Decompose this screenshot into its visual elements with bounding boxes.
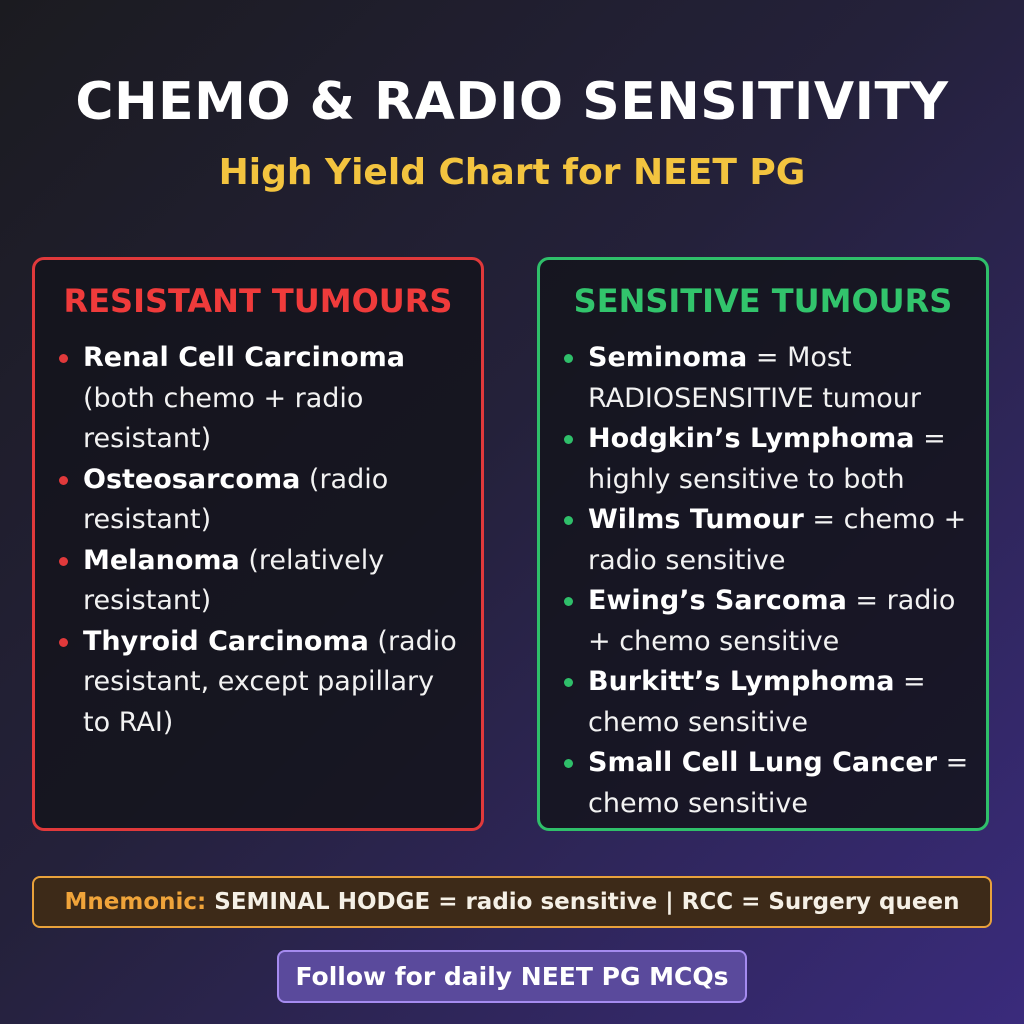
list-item: Ewing’s Sarcoma = radio + chemo sensitiv… bbox=[564, 581, 972, 662]
item-name: Small Cell Lung Cancer bbox=[588, 747, 938, 778]
item-detail: (radio resistant) bbox=[83, 463, 389, 536]
list-item: Thyroid Carcinoma (radio resistant, exce… bbox=[59, 622, 467, 744]
item-name: Seminoma bbox=[588, 342, 748, 373]
item-detail: = radio + chemo sensitive bbox=[588, 585, 956, 657]
item-name: Hodgkin’s Lymphoma bbox=[588, 423, 915, 454]
list-item: Hodgkin’s Lymphoma = highly sensitive to… bbox=[564, 419, 972, 500]
mnemonic-label: Mnemonic: bbox=[64, 889, 207, 915]
item-detail: = Most RADIOSENSITIVE tumour bbox=[588, 342, 921, 414]
follow-banner: Follow for daily NEET PG MCQs bbox=[277, 950, 747, 1003]
list-item: Renal Cell Carcinoma (both chemo + radio… bbox=[59, 338, 467, 460]
list-item: Burkitt’s Lymphoma = chemo sensitive bbox=[564, 662, 972, 743]
title: CHEMO & RADIO SENSITIVITY bbox=[75, 72, 949, 132]
item-detail: = chemo + radio sensitive bbox=[588, 504, 967, 576]
list-item: Wilms Tumour = chemo + radio sensitive bbox=[564, 500, 972, 581]
item-name: Wilms Tumour bbox=[588, 504, 804, 535]
item-detail: (both chemo + radio resistant) bbox=[83, 382, 364, 455]
item-detail: = chemo sensitive bbox=[588, 666, 926, 738]
list-item: Small Cell Lung Cancer = chemo sensitive bbox=[564, 743, 972, 824]
list-item: Melanoma (relatively resistant) bbox=[59, 541, 467, 622]
item-name: Burkitt’s Lymphoma bbox=[588, 666, 895, 697]
item-name: Renal Cell Carcinoma bbox=[83, 342, 405, 373]
list-item: Osteosarcoma (radio resistant) bbox=[59, 460, 467, 541]
item-list: Seminoma = Most RADIOSENSITIVE tumour Hod… bbox=[540, 338, 986, 824]
item-name: Osteosarcoma bbox=[83, 463, 301, 495]
item-name: Thyroid Carcinoma bbox=[83, 625, 369, 657]
mnemonic-text: SEMINAL HODGE = radio sensitive | RCC = … bbox=[214, 889, 960, 915]
panel-title: RESISTANT TUMOURS bbox=[63, 282, 453, 320]
sensitive-panel: SENSITIVE TUMOURS Seminoma = Most RADIOS… bbox=[537, 257, 989, 831]
item-list: Renal Cell Carcinoma (both chemo + radio… bbox=[35, 338, 481, 743]
panel-title: SENSITIVE TUMOURS bbox=[573, 282, 953, 320]
item-name: Ewing’s Sarcoma bbox=[588, 585, 847, 616]
item-detail: = highly sensitive to both bbox=[588, 423, 946, 495]
item-name: Melanoma bbox=[83, 544, 240, 576]
subtitle: High Yield Chart for NEET PG bbox=[218, 152, 806, 193]
resistant-panel: RESISTANT TUMOURS Renal Cell Carcinoma (… bbox=[32, 257, 484, 831]
mnemonic-box: Mnemonic: SEMINAL HODGE = radio sensitiv… bbox=[32, 876, 992, 928]
list-item: Seminoma = Most RADIOSENSITIVE tumour bbox=[564, 338, 972, 419]
item-detail: (radio resistant, except papillary to RA… bbox=[83, 625, 457, 738]
item-detail: = chemo sensitive bbox=[588, 747, 969, 819]
item-detail: (relatively resistant) bbox=[83, 544, 385, 617]
